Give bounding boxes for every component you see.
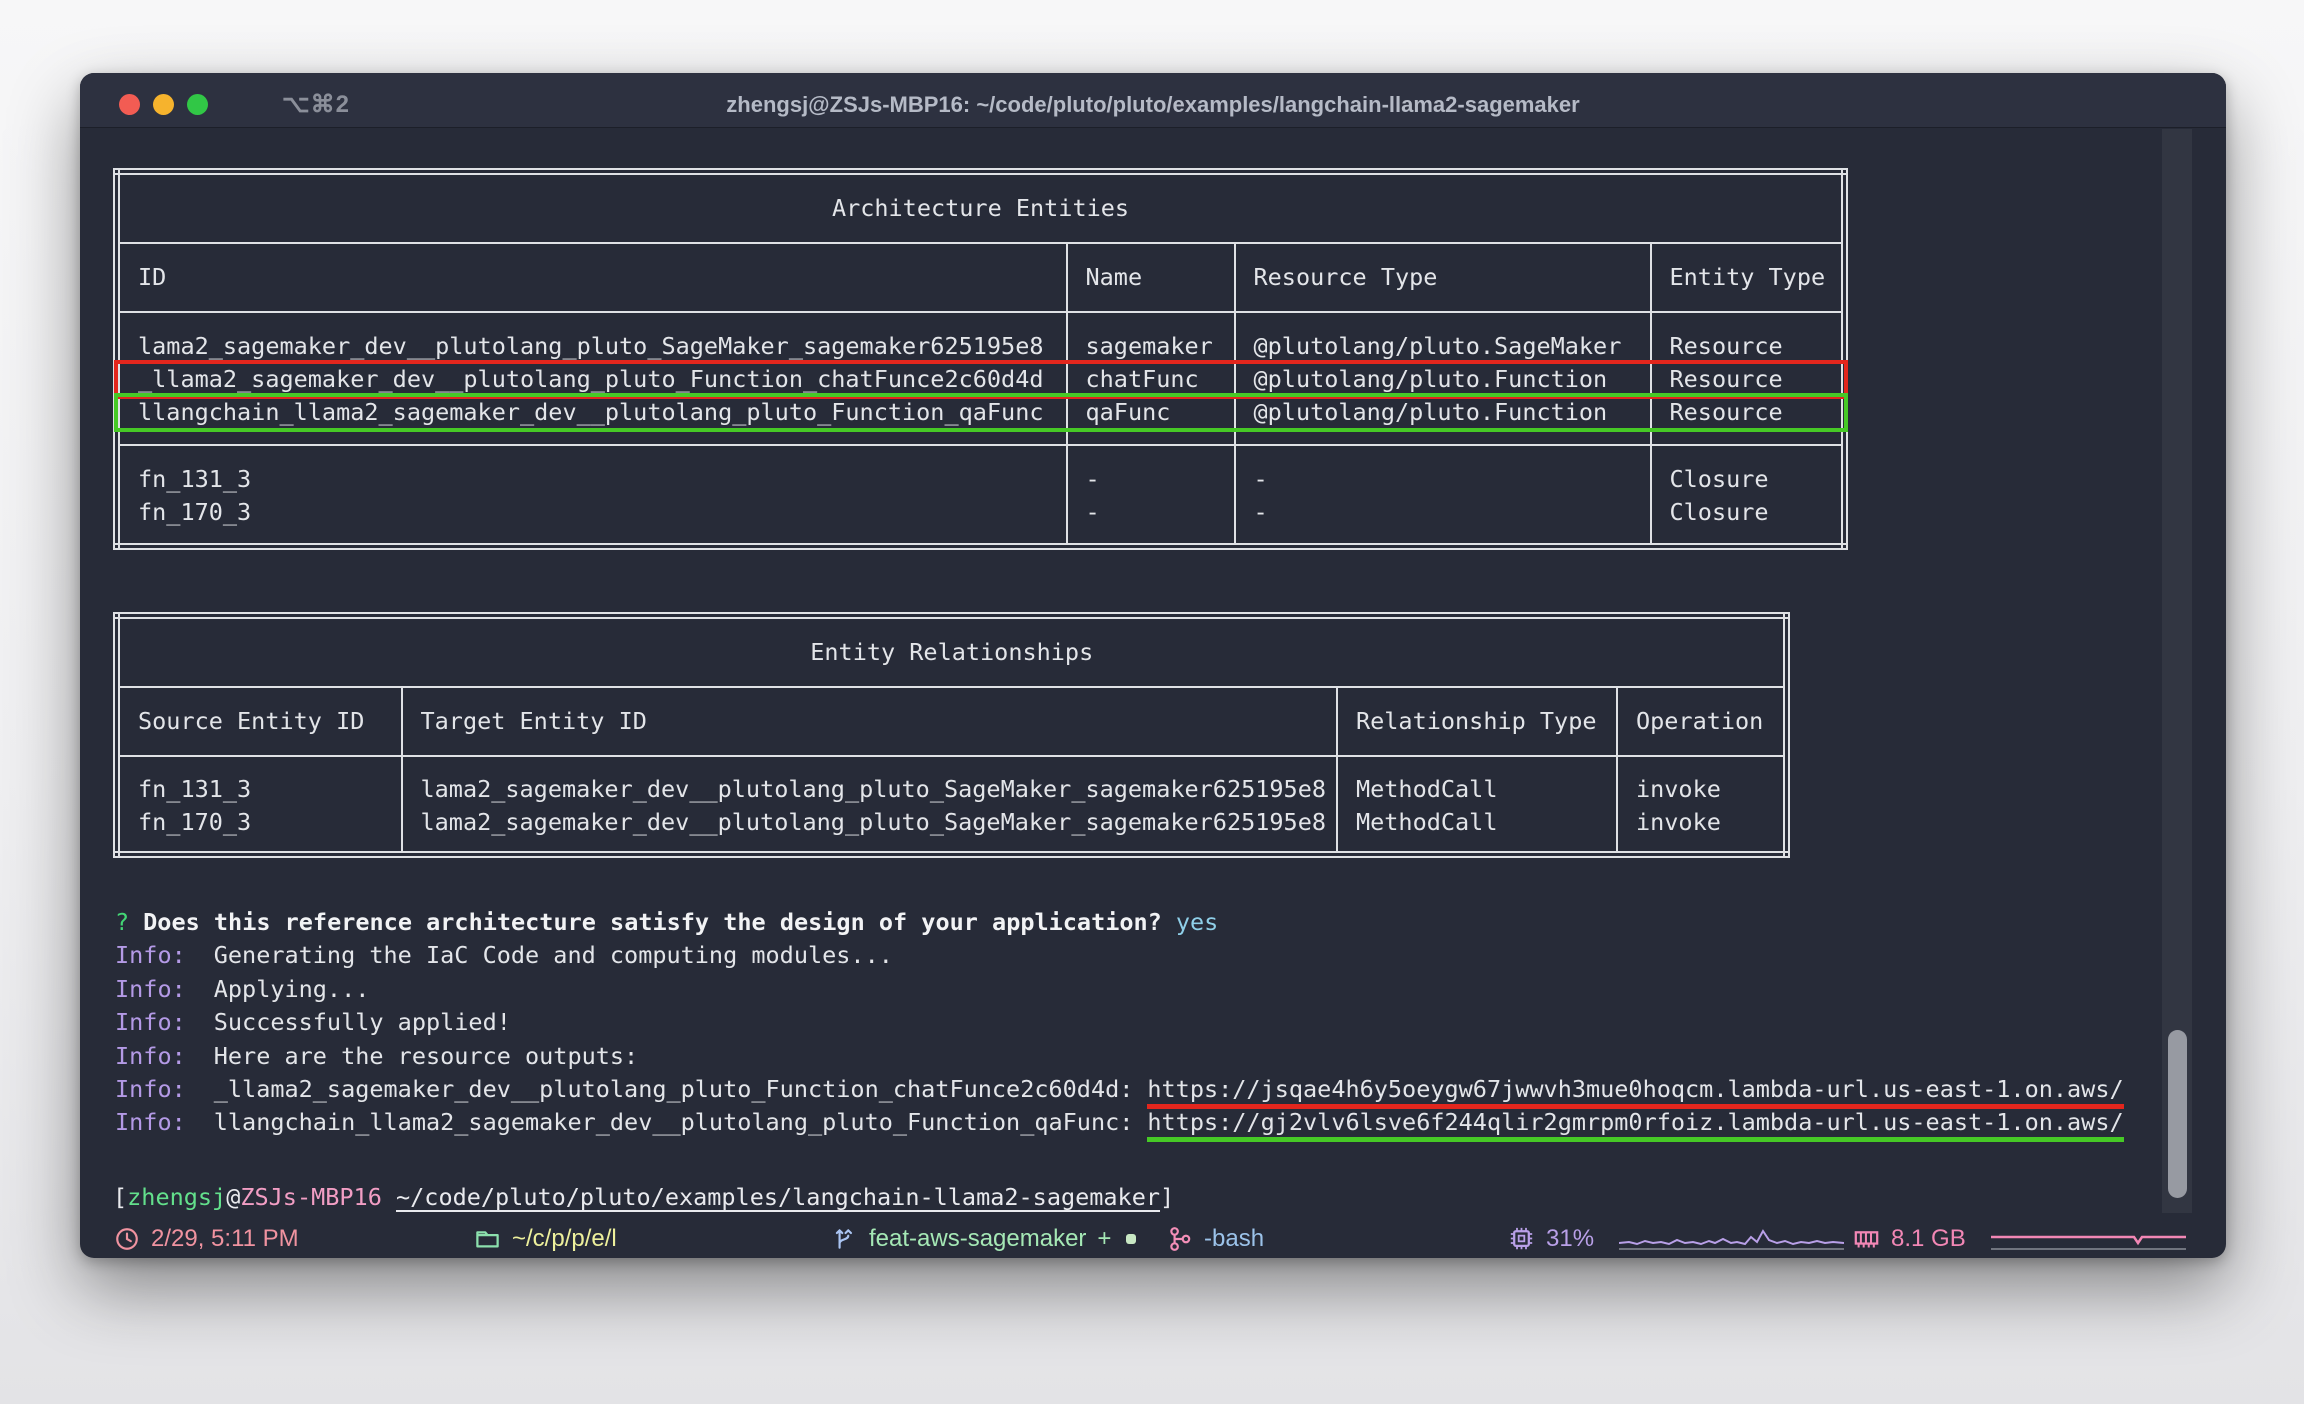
info-text: _llama2_sagemaker_dev__plutolang_pluto_F…	[213, 1074, 1134, 1103]
status-memory: 8.1 GB	[1853, 1219, 2186, 1258]
question-text: Does this reference architecture satisfy…	[143, 908, 1162, 936]
info-line-chatfunc-url: Info: _llama2_sagemaker_dev__plutolang_pl…	[115, 1073, 2124, 1109]
status-cpu-percent: 31%	[1546, 1224, 1595, 1252]
table-row: fn_170_3 lama2_sagemaker_dev__plutolang_…	[116, 805, 1787, 839]
scrollbar-thumb[interactable]	[2168, 1030, 2187, 1198]
status-cwd: ~/c/p/p/e/l	[512, 1224, 617, 1252]
info-text: Generating the IaC Code and computing mo…	[213, 941, 893, 970]
folder-icon	[476, 1231, 499, 1248]
prompt-at: @	[226, 1183, 241, 1211]
status-clock: 2/29, 5:11 PM	[114, 1219, 299, 1258]
branch-status-dot	[1126, 1233, 1137, 1244]
status-bar: 2/29, 5:11 PM ~/c/p/p/e/l feat-aws-sagem…	[80, 1219, 2226, 1258]
rel-col-operation: Operation	[1616, 686, 1787, 757]
table-row: fn_131_3 lama2_sagemaker_dev__plutolang_…	[116, 772, 1787, 806]
info-text: Applying...	[213, 974, 370, 1003]
info-text: Here are the resource outputs:	[213, 1041, 639, 1070]
window-title: zhengsj@ZSJs-MBP16: ~/code/pluto/pluto/e…	[726, 91, 1580, 117]
table-row-highlight-green: llangchain_llama2_sagemaker_dev__plutola…	[113, 392, 1848, 432]
status-cpu: 31%	[1508, 1219, 1845, 1258]
table-row: fn_131_3 - - Closure	[116, 462, 1845, 496]
console-output: ? Does this reference architecture satisf…	[115, 906, 2124, 1143]
terminal-window: ⌥⌘2 zhengsj@ZSJs-MBP16: ~/code/pluto/plu…	[80, 73, 2226, 1258]
chatfunc-url-link[interactable]: https://jsqae4h6y5oeygw67jwwvh3mue0hoqcm…	[1147, 1076, 2124, 1109]
status-branch-name: feat-aws-sagemaker	[869, 1224, 1087, 1252]
info-line: Info: Successfully applied!	[115, 1008, 511, 1037]
entities-table-title: Architecture Entities	[116, 171, 1845, 244]
rel-col-type: Relationship Type	[1336, 686, 1618, 757]
close-button[interactable]	[119, 93, 140, 115]
memory-icon	[1854, 1231, 1879, 1248]
status-shell: -bash	[1167, 1219, 1264, 1258]
info-line: Info: Generating the IaC Code and computi…	[115, 941, 893, 970]
question-line: ? Does this reference architecture satisf…	[115, 906, 2124, 939]
memory-sparkline	[1990, 1235, 2186, 1250]
zoom-button[interactable]	[187, 93, 208, 115]
status-datetime: 2/29, 5:11 PM	[151, 1224, 299, 1252]
relationships-table-title: Entity Relationships	[116, 615, 1787, 688]
status-git-branch: feat-aws-sagemaker +	[832, 1219, 1137, 1258]
tab-shortcut-label: ⌥⌘2	[282, 90, 351, 118]
info-text: llangchain_llama2_sagemaker_dev__plutola…	[213, 1108, 1134, 1137]
status-shell-name: -bash	[1204, 1224, 1265, 1252]
rel-col-source: Source Entity ID	[116, 686, 403, 757]
shell-prompt: [zhengsj@ZSJs-MBP16 ~/code/pluto/pluto/e…	[113, 1183, 1175, 1211]
table-row: lama2_sagemaker_dev__plutolang_pluto_Sag…	[116, 329, 1845, 363]
question-mark: ?	[115, 908, 130, 936]
entities-col-id: ID	[116, 242, 1068, 313]
traffic-lights	[119, 93, 208, 115]
minimize-button[interactable]	[153, 93, 174, 115]
prompt-path: ~/code/pluto/pluto/examples/langchain-ll…	[396, 1183, 1161, 1211]
titlebar[interactable]: ⌥⌘2 zhengsj@ZSJs-MBP16: ~/code/pluto/plu…	[80, 73, 2226, 128]
question-answer: yes	[1175, 908, 1219, 936]
prompt-user: zhengsj	[127, 1183, 227, 1211]
info-line: Info: Here are the resource outputs:	[115, 1041, 639, 1070]
entity-relationships-table: Entity Relationships Source Entity ID Ta…	[113, 612, 1791, 858]
prompt-host: ZSJs-MBP16	[240, 1183, 382, 1211]
architecture-entities-table: Architecture Entities ID Name Resource T…	[113, 168, 1848, 550]
cpu-icon	[1510, 1227, 1533, 1250]
qafunc-url-link[interactable]: https://gj2vlv6lsve6f244qlir2gmrpm0rfoiz…	[1147, 1109, 2124, 1143]
status-directory: ~/c/p/p/e/l	[474, 1219, 617, 1258]
session-tree-icon	[1170, 1226, 1191, 1251]
clock-icon	[116, 1227, 138, 1250]
table-row-highlight-red: _llama2_sagemaker_dev__plutolang_pluto_F…	[113, 359, 1848, 399]
status-memory-value: 8.1 GB	[1891, 1224, 1966, 1252]
info-line: Info: Applying...	[115, 974, 370, 1003]
table-row: fn_170_3 - - Closure	[116, 495, 1845, 529]
entities-col-name: Name	[1066, 242, 1236, 313]
entities-col-entity-type: Entity Type	[1650, 242, 1845, 313]
info-line-qafunc-url: Info: llangchain_llama2_sagemaker_dev__pl…	[115, 1106, 2124, 1143]
info-text: Successfully applied!	[213, 1008, 511, 1037]
status-branch-dirty: +	[1097, 1224, 1112, 1252]
cpu-sparkline	[1619, 1228, 1845, 1250]
entities-col-resource-type: Resource Type	[1234, 242, 1652, 313]
git-branch-icon	[835, 1228, 853, 1249]
rel-col-target: Target Entity ID	[401, 686, 1338, 757]
